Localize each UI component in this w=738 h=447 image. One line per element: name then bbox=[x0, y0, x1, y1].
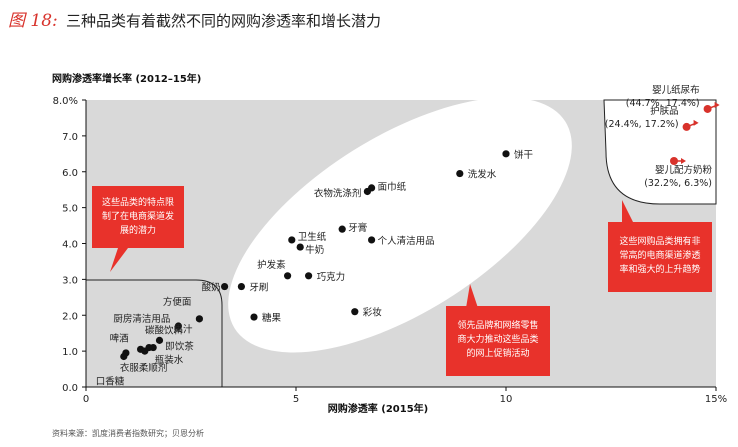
callout-line: 展的潜力 bbox=[120, 224, 156, 236]
callout-brand-promotion: 领先品牌和网络零售 商大力推动这些品类 的网上促销活动 bbox=[446, 284, 550, 376]
y-tick-label: 1.0 bbox=[62, 347, 78, 358]
x-tick-label: 10 bbox=[500, 394, 513, 405]
data-point-label: 个人清洁用品 bbox=[378, 235, 435, 247]
low-penetration-region bbox=[86, 279, 223, 387]
x-tick-label: 0 bbox=[83, 394, 89, 405]
data-point-label: 瓶装水 bbox=[155, 354, 184, 366]
data-point-label: 果汁 bbox=[174, 323, 194, 335]
data-point-label: 厨房清洁用品 bbox=[113, 313, 170, 325]
data-point-label: 饼干 bbox=[514, 149, 533, 161]
callout-box bbox=[446, 306, 550, 376]
callout-line: 常高的电商渠道渗透 bbox=[619, 249, 700, 261]
data-point-label: 碳酸饮料 bbox=[145, 325, 184, 337]
outlier-point bbox=[703, 104, 712, 113]
y-tick-label: 6.0 bbox=[62, 168, 78, 179]
y-tick-label: 5.0 bbox=[62, 204, 78, 215]
data-point-label: 即饮茶 bbox=[165, 341, 194, 353]
callout-line: 领先品牌和网络零售 bbox=[457, 319, 538, 331]
source-note: 资料来源：凯度消费者指数研究；贝恩分析 bbox=[52, 428, 204, 438]
data-point-label: 糖果 bbox=[262, 312, 282, 324]
outlier-point bbox=[670, 156, 678, 165]
data-point bbox=[155, 336, 164, 344]
x-axis-title: 网购渗透率 (2015年) bbox=[328, 402, 428, 415]
callout-line: 制了在电商渠道发 bbox=[102, 210, 174, 222]
outlier-value-label: (32.2%, 6.3%) bbox=[644, 178, 712, 189]
outlier-label: 护肤品 bbox=[650, 105, 679, 117]
figure-title: 三种品类有着截然不同的网购渗透率和增长潜力 bbox=[66, 12, 381, 30]
data-point-label: 彩妆 bbox=[363, 307, 383, 319]
callout-pointer bbox=[622, 200, 634, 224]
data-point bbox=[502, 150, 510, 158]
data-point bbox=[174, 322, 182, 330]
callout-pointer bbox=[466, 284, 478, 308]
data-point bbox=[237, 282, 245, 291]
data-point bbox=[368, 236, 376, 244]
data-point-label: 衣服柔顺剂 bbox=[120, 362, 168, 374]
data-point-label: 卫生纸 bbox=[298, 231, 327, 243]
data-point bbox=[338, 225, 346, 233]
data-point-label: 面巾纸 bbox=[378, 181, 407, 193]
callout-line: 率和强大的上升趋势 bbox=[619, 263, 700, 275]
data-point bbox=[221, 282, 229, 291]
data-point bbox=[296, 243, 304, 251]
outlier-arrow-head bbox=[681, 157, 686, 164]
highlight-ellipse bbox=[228, 97, 572, 353]
data-point-label: 牙刷 bbox=[249, 283, 268, 294]
y-tick-label: 3.0 bbox=[62, 275, 78, 286]
data-point bbox=[351, 308, 359, 316]
data-point bbox=[284, 272, 292, 280]
outlier-label: 婴儿配方奶粉 bbox=[655, 164, 713, 176]
y-tick-label: 7.0 bbox=[62, 132, 78, 143]
outlier-points: 婴儿纸尿布 (44.7%, 17.4%)护肤品 (24.4%, 17.2%) 婴儿配方… bbox=[605, 84, 720, 189]
outlier-value-label: (24.4%, 17.2%) bbox=[605, 119, 679, 130]
x-tick-label: 15% bbox=[705, 394, 727, 405]
y-axis-title: 网购渗透率增长率 (2012–15年) bbox=[52, 72, 201, 85]
data-point-label: 洗发水 bbox=[468, 169, 497, 181]
data-point-label: 牛奶 bbox=[305, 244, 324, 256]
data-point bbox=[456, 169, 464, 178]
data-point-label: 牙膏 bbox=[348, 222, 367, 234]
callout-line: 商大力推动这些品类 bbox=[457, 333, 538, 345]
data-point bbox=[305, 272, 313, 280]
outlier-point bbox=[682, 122, 691, 131]
y-tick-labels: 0.0 1.0 2.0 3.0 4.0 5.0 6.0 7.0 8.0% bbox=[53, 96, 86, 394]
callout-line: 的网上促销活动 bbox=[466, 347, 529, 359]
data-point-label: 酸奶 bbox=[202, 282, 221, 294]
data-point bbox=[363, 187, 371, 196]
data-point bbox=[149, 343, 157, 352]
data-point-label: 方便面 bbox=[163, 296, 192, 308]
outlier-label: 婴儿纸尿布 bbox=[652, 84, 700, 96]
outlier-arrow-head bbox=[693, 119, 699, 126]
y-tick-label: 8.0% bbox=[53, 96, 78, 107]
figure-label: 图 18: bbox=[8, 11, 58, 31]
callout-box bbox=[608, 222, 712, 292]
data-point bbox=[120, 352, 128, 361]
y-tick-label: 4.0 bbox=[62, 240, 78, 251]
callout-line: 这些网购品类拥有非 bbox=[619, 235, 700, 247]
callout-low-potential: 这些品类的特点限 制了在电商渠道发 展的潜力 bbox=[92, 186, 184, 272]
y-tick-label: 0.0 bbox=[62, 383, 78, 394]
y-tick-label: 2.0 bbox=[62, 311, 78, 322]
data-point-label: 衣物洗涤剂 bbox=[314, 187, 362, 199]
data-point bbox=[250, 313, 258, 321]
data-point bbox=[288, 236, 296, 244]
data-point-label: 巧克力 bbox=[317, 271, 346, 283]
data-point-label: 啤酒 bbox=[110, 332, 130, 344]
callout-pointer bbox=[110, 248, 128, 272]
data-point-label: 口香糖 bbox=[96, 376, 125, 388]
data-point bbox=[141, 347, 149, 355]
outlier-value-label: (44.7%, 17.4%) bbox=[626, 98, 700, 109]
data-point-label: 护发素 bbox=[257, 259, 286, 271]
data-point bbox=[195, 315, 203, 323]
callout-high-penetration: 这些网购品类拥有非 常高的电商渠道渗透 率和强大的上升趋势 bbox=[608, 200, 712, 292]
callout-box bbox=[92, 186, 184, 248]
outlier-arrow-head bbox=[714, 101, 720, 108]
x-tick-labels: 0 5 10 15% bbox=[83, 387, 727, 405]
callout-line: 这些品类的特点限 bbox=[102, 196, 174, 208]
x-tick-label: 5 bbox=[293, 394, 299, 405]
